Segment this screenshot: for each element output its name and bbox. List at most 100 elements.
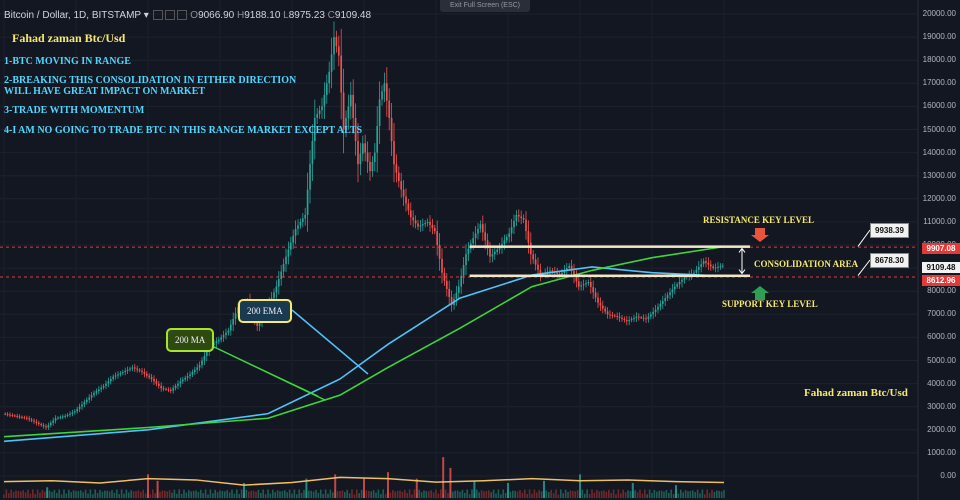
y-tick-label: 6000.00	[927, 332, 956, 342]
candle-body	[364, 143, 367, 153]
candle-body	[309, 164, 311, 190]
candle-body	[13, 415, 16, 417]
candle-body	[141, 370, 143, 373]
y-tick-label: 12000.00	[922, 193, 956, 203]
volume-bar	[696, 489, 699, 498]
volume-bar	[3, 494, 5, 498]
exit-fullscreen-tooltip[interactable]: Exit Full Screen (ESC)	[440, 0, 530, 12]
candle-body	[35, 421, 38, 423]
volume-bar	[149, 494, 152, 498]
candle-body	[76, 409, 79, 412]
volume-bar	[504, 493, 507, 498]
volume-bar	[680, 489, 682, 498]
volume-bar	[125, 489, 128, 498]
candle-body	[378, 99, 381, 127]
candle-body	[513, 221, 515, 228]
ema-callout-line	[291, 309, 369, 375]
y-tick-label: 20000.00	[922, 9, 956, 18]
hide-icon[interactable]	[152, 10, 163, 21]
candle-body	[712, 266, 715, 269]
candle-body	[585, 283, 587, 285]
volume-bar	[147, 474, 149, 498]
candle-body	[721, 265, 724, 267]
candle-body	[201, 360, 203, 366]
candle-body	[700, 264, 703, 267]
volume-bar	[257, 489, 260, 498]
candle-body	[59, 417, 62, 419]
candle-body	[121, 372, 124, 374]
volume-bar	[468, 494, 471, 498]
candle-body	[625, 320, 628, 322]
volume-bar	[629, 491, 632, 498]
candle-body	[316, 114, 319, 118]
volume-bar	[303, 489, 305, 498]
candle-body	[616, 316, 619, 318]
candle-body	[676, 284, 679, 287]
symbol-header[interactable]: Bitcoin / Dollar, 1D, BITSTAMP ▾ O9066.9…	[4, 10, 371, 21]
candle-body	[709, 264, 712, 267]
volume-bar	[219, 490, 221, 498]
candle-body	[421, 224, 424, 226]
candle-body	[671, 289, 674, 293]
volume-bar	[250, 490, 252, 498]
ma-200-line	[3, 245, 725, 438]
volume-bar	[92, 494, 94, 498]
candle-body	[702, 261, 705, 265]
volume-bar	[370, 491, 372, 498]
volume-bar	[363, 478, 365, 498]
candle-body	[597, 297, 599, 303]
volume-bar	[320, 489, 322, 498]
candle-body	[222, 335, 225, 338]
volume-bar	[96, 492, 99, 498]
candle-body	[714, 267, 717, 269]
candle-body	[498, 247, 501, 250]
settings-icon[interactable]	[164, 10, 175, 21]
candle-body	[385, 83, 388, 101]
candle-body	[181, 379, 184, 382]
candle-body	[405, 196, 407, 204]
volume-bar	[356, 489, 358, 498]
volume-bar	[274, 492, 276, 498]
volume-bar	[269, 493, 272, 498]
volume-bar	[185, 492, 188, 498]
volume-bar	[101, 491, 104, 498]
more-icon[interactable]	[176, 10, 187, 21]
candle-body	[6, 414, 9, 416]
volume-bar	[581, 489, 584, 498]
open-label: O	[190, 10, 199, 21]
author-title-bottom: Fahad zaman Btc/Usd	[804, 387, 908, 399]
candle-body	[484, 232, 487, 241]
candle-body	[628, 320, 631, 322]
candle-body	[49, 422, 52, 426]
volume-pane	[3, 457, 725, 498]
volume-bar	[281, 491, 284, 498]
candle-body	[145, 373, 148, 376]
volume-bar	[490, 492, 492, 498]
candle-body	[645, 318, 647, 320]
candle-body	[611, 314, 614, 316]
volume-bar	[596, 490, 598, 498]
volume-bar	[500, 494, 502, 498]
volume-bar	[396, 490, 399, 498]
volume-bar	[41, 490, 44, 498]
candle-body	[594, 292, 597, 298]
volume-bar	[622, 489, 624, 498]
volume-bar	[188, 490, 190, 498]
volume-bar	[272, 489, 274, 498]
candle-body	[193, 369, 196, 373]
candle-body	[707, 262, 710, 265]
volume-bar	[555, 489, 557, 498]
volume-bar	[135, 491, 137, 498]
candle-body	[85, 399, 88, 403]
candle-body	[448, 288, 451, 297]
candle-body	[441, 258, 443, 273]
volume-bar	[84, 489, 87, 498]
candle-body	[429, 221, 431, 225]
volume-bar	[171, 492, 173, 498]
volume-bar	[267, 489, 269, 498]
chevron-down-icon[interactable]: ▾	[143, 10, 149, 21]
ema-200-tag: 200 EMA	[238, 299, 292, 323]
volume-bar	[353, 494, 356, 498]
candle-body	[301, 218, 304, 222]
symbol-title[interactable]: Bitcoin / Dollar, 1D, BITSTAMP	[4, 10, 141, 21]
